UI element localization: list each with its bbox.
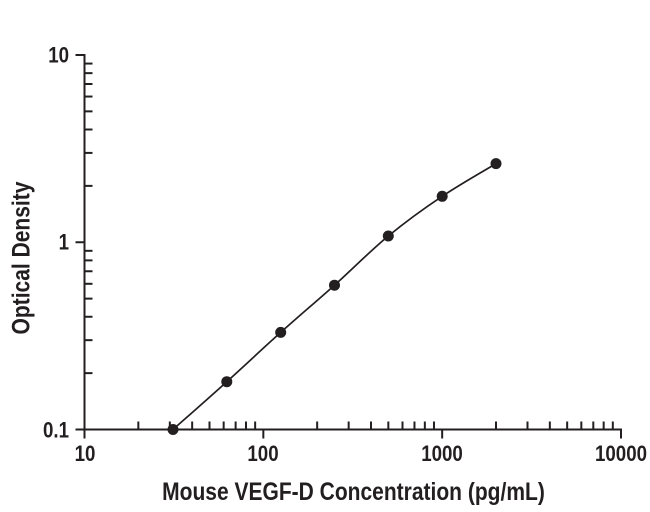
data-point xyxy=(490,158,502,170)
standard-curve-line xyxy=(172,162,497,431)
x-tick-label: 10 xyxy=(74,441,95,466)
data-point xyxy=(329,279,340,291)
data-point xyxy=(436,190,448,202)
x-tick-label: 100 xyxy=(247,441,279,466)
data-point xyxy=(275,326,287,338)
x-tick-label: 10000 xyxy=(594,441,648,466)
y-tick-label: 10 xyxy=(48,42,69,68)
data-point xyxy=(221,376,233,388)
x-tick-label: 1000 xyxy=(421,441,463,466)
y-tick-label: 0.1 xyxy=(42,416,69,442)
y-axis-title: Optical Density xyxy=(7,181,36,335)
x-axis-title: Mouse VEGF-D Concentration (pg/mL) xyxy=(162,478,545,506)
data-point xyxy=(382,230,394,242)
y-tick-label: 1 xyxy=(58,229,69,255)
data-point xyxy=(167,424,179,435)
